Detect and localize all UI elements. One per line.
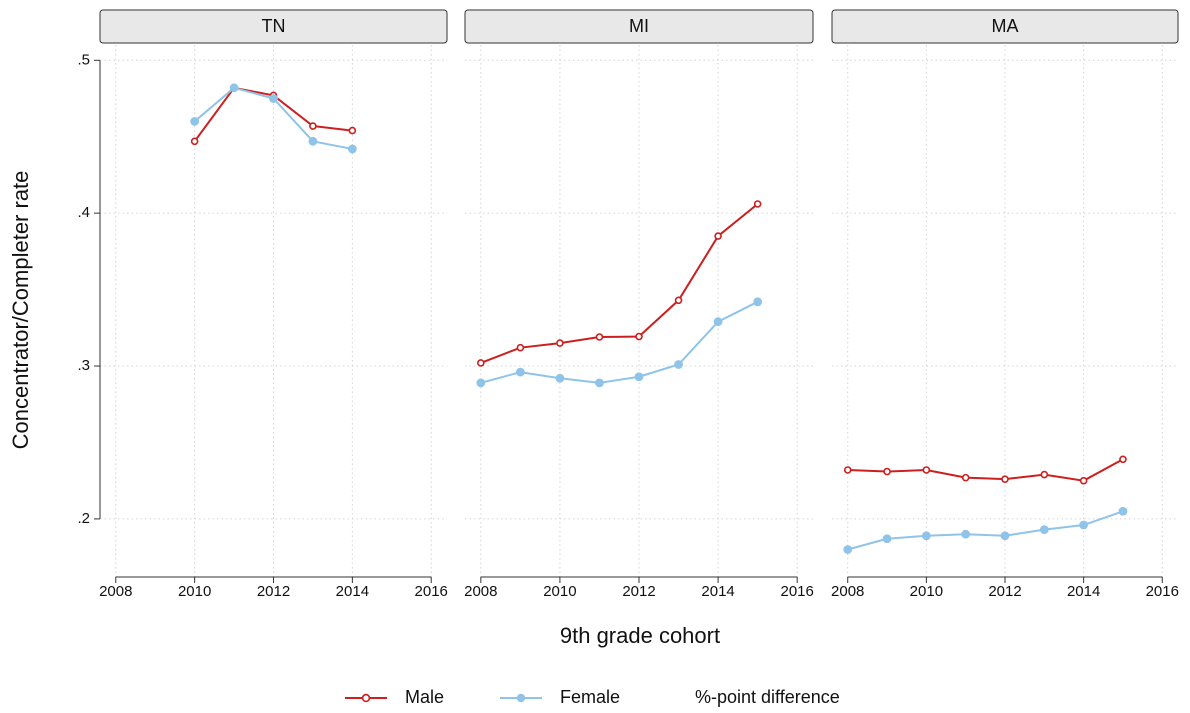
point <box>922 466 931 474</box>
x-tick-label: 2010 <box>910 583 943 600</box>
point <box>714 232 722 240</box>
point <box>348 126 357 135</box>
point <box>882 534 892 544</box>
x-tick-label: 2012 <box>257 583 290 600</box>
point <box>1118 506 1128 516</box>
point <box>595 333 604 341</box>
point <box>753 200 762 208</box>
x-tick-label: 2014 <box>701 583 734 600</box>
x-tick-label: 2016 <box>415 583 448 600</box>
point <box>269 94 278 103</box>
y-tick-label: .2 <box>77 510 90 527</box>
point <box>921 531 931 541</box>
point <box>595 378 604 388</box>
point <box>1079 520 1089 530</box>
strip <box>464 9 814 44</box>
point <box>1000 531 1010 541</box>
point <box>843 545 853 554</box>
point <box>753 297 763 307</box>
y-axis-label: Concentrator/Completer rate <box>8 171 33 450</box>
legend-label: Male <box>405 687 444 707</box>
point <box>556 339 564 347</box>
point <box>190 117 200 126</box>
x-tick-label: 2010 <box>543 583 576 600</box>
point <box>347 144 357 154</box>
x-tick-label: 2014 <box>336 583 369 600</box>
point <box>229 83 239 93</box>
x-tick-label: 2014 <box>1067 583 1100 600</box>
legend-label: %-point difference <box>695 687 840 707</box>
point <box>555 373 565 383</box>
x-tick-label: 2008 <box>831 583 864 600</box>
strip <box>99 9 448 44</box>
x-tick-label: 2012 <box>622 583 655 600</box>
point <box>635 332 643 341</box>
point <box>1040 470 1049 479</box>
y-tick-label: .4 <box>77 204 90 221</box>
panel-title: TN <box>262 16 286 36</box>
legend-marker <box>361 693 371 703</box>
point <box>308 136 318 146</box>
point <box>1039 525 1049 535</box>
series-line <box>480 203 759 364</box>
point <box>1079 476 1088 485</box>
point <box>516 343 525 352</box>
x-tick-label: 2016 <box>780 583 813 600</box>
point <box>515 367 525 377</box>
y-tick-label: .5 <box>77 51 90 68</box>
point <box>476 378 486 388</box>
x-tick-label: 2010 <box>178 583 211 600</box>
series-line <box>847 458 1124 482</box>
point <box>713 317 723 327</box>
x-tick-label: 2008 <box>99 583 132 600</box>
point <box>1119 455 1127 464</box>
point <box>961 473 970 482</box>
panel-title: MA <box>992 16 1019 36</box>
x-tick-label: 2012 <box>988 583 1021 600</box>
x-tick-label: 2008 <box>464 583 497 600</box>
point <box>309 122 317 130</box>
x-axis-label: 9th grade cohort <box>560 623 720 648</box>
point <box>961 529 971 539</box>
point <box>634 372 644 382</box>
point <box>190 137 199 146</box>
point <box>674 296 683 305</box>
y-tick-label: .3 <box>77 357 90 374</box>
series-line <box>847 510 1124 551</box>
point <box>477 359 485 367</box>
strip <box>831 9 1179 44</box>
point <box>883 467 891 476</box>
legend-marker <box>516 693 526 703</box>
point <box>1001 475 1009 483</box>
point <box>674 360 683 369</box>
x-tick-label: 2016 <box>1146 583 1179 600</box>
series-line <box>480 300 759 384</box>
legend-label: Female <box>560 687 620 707</box>
point <box>843 466 852 474</box>
panel-title: MI <box>629 16 649 36</box>
